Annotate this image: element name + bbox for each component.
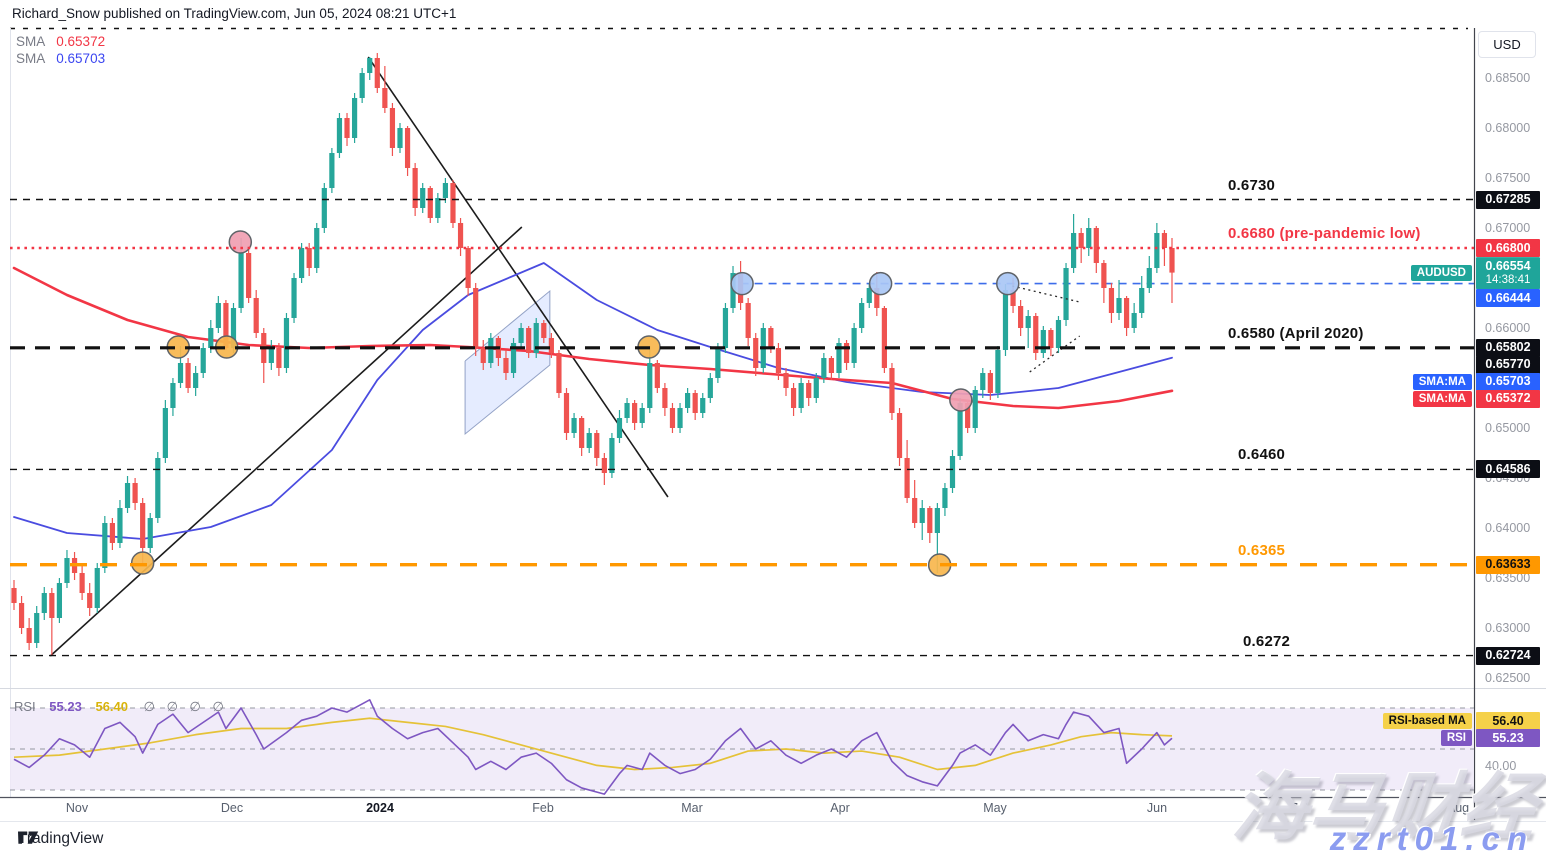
indicator-legend-sma-fast[interactable]: SMA 0.65372	[16, 34, 105, 49]
price-badge-value: 0.65703	[1485, 374, 1531, 389]
price-badge-value: 0.63633	[1485, 557, 1531, 572]
currency-toggle-button[interactable]: USD	[1478, 31, 1536, 58]
price-axis-tick: 0.63000	[1485, 621, 1531, 635]
price-axis-tick: 0.63500	[1485, 571, 1531, 585]
price-axis-tick: 0.65000	[1485, 421, 1531, 435]
rsi-legend-label: RSI	[14, 699, 36, 714]
sma-fast-value: 0.65372	[56, 34, 106, 49]
publish-attribution: Richard_Snow published on TradingView.co…	[12, 6, 457, 21]
rsi-axis-tick: 40.00	[1485, 759, 1517, 773]
price-badge-0.67285: 0.67285	[1476, 190, 1540, 209]
price-axis-tick: 0.68500	[1485, 71, 1531, 85]
price-badge-0.66554: 0.66554 14:38:41	[1476, 257, 1540, 289]
level-label: 0.6272	[1243, 632, 1291, 650]
rsi-badge-label-1: RSI	[1440, 730, 1472, 747]
axis-left-label-audusd: AUDUSD	[1410, 265, 1472, 281]
price-axis-tick: 0.64000	[1485, 521, 1531, 535]
price-axis-tick: 0.66000	[1485, 321, 1531, 335]
tradingview-logo[interactable]: TradingView	[18, 830, 103, 848]
price-badge-0.64586: 0.64586	[1476, 460, 1540, 479]
price-axis-tick: 0.68000	[1485, 121, 1531, 135]
tradingview-logo-icon	[18, 831, 39, 844]
price-badge-0.66800: 0.66800	[1476, 239, 1540, 257]
price-badge-value: 0.67285	[1485, 192, 1531, 206]
price-badge-value: 0.65802	[1485, 340, 1531, 355]
rsi-ma-legend-value: 56.40	[95, 699, 129, 714]
price-badge-value: 0.65770	[1485, 357, 1531, 372]
rsi-badge-label-0: RSI-based MA	[1382, 713, 1472, 730]
sma-slow-value: 0.65703	[56, 51, 106, 66]
price-badge-value: 0.66800	[1485, 240, 1531, 255]
rsi-legend[interactable]: RSI 55.23 56.40 ∅ ∅ ∅ ∅	[14, 699, 228, 715]
time-axis-label-apr[interactable]: Apr	[830, 801, 850, 815]
level-label: 0.6680 (pre-pandemic low)	[1228, 225, 1421, 242]
tradingview-logo-text: TradingView	[18, 830, 104, 847]
price-badge-value: 0.66554	[1485, 258, 1531, 273]
price-badge-0.65703: 0.65703	[1476, 372, 1540, 391]
price-badge-0.65802: 0.65802	[1476, 338, 1540, 357]
time-axis-label-jul[interactable]: Jul	[1292, 801, 1308, 815]
rsi-badge-56.40: 56.40	[1476, 712, 1540, 731]
axis-left-label-smama: SMA:MA	[1412, 373, 1472, 390]
time-axis-label-nov[interactable]: Nov	[65, 801, 89, 815]
price-badge-0.63633: 0.63633	[1476, 555, 1540, 574]
sma-slow-label: SMA	[16, 51, 45, 66]
price-axis-tick: 0.67000	[1485, 221, 1531, 235]
time-axis-label-may[interactable]: May	[983, 801, 1007, 815]
price-axis-tick: 0.62500	[1485, 671, 1531, 685]
time-axis-label-mar[interactable]: Mar	[681, 801, 703, 815]
level-label: 0.6365	[1238, 541, 1286, 559]
price-badge-0.62724: 0.62724	[1476, 646, 1540, 665]
level-label: 0.6460	[1238, 446, 1286, 464]
price-badge-value: 0.65372	[1485, 391, 1531, 406]
countdown-timer: 14:38:41	[1485, 273, 1531, 286]
price-badge-0.65770: 0.65770	[1476, 355, 1540, 374]
price-axis-tick: 0.67500	[1485, 171, 1531, 185]
rsi-legend-value: 55.23	[49, 699, 82, 714]
axis-left-label-smama: SMA:MA	[1412, 390, 1472, 407]
rsi-badge-55.23: 55.23	[1476, 729, 1540, 748]
price-badge-0.66444: 0.66444	[1476, 289, 1540, 307]
time-axis-label-jun[interactable]: Jun	[1146, 801, 1168, 815]
time-axis-label-feb[interactable]: Feb	[532, 801, 554, 815]
rsi-empty-values: ∅ ∅ ∅ ∅	[143, 699, 228, 714]
indicator-legend-sma-slow[interactable]: SMA 0.65703	[16, 51, 105, 66]
sma-fast-label: SMA	[16, 34, 45, 49]
price-badge-value: 0.64586	[1485, 461, 1531, 476]
price-badge-value: 0.62724	[1485, 648, 1531, 663]
time-axis-label-2024[interactable]: 2024	[366, 801, 394, 815]
price-badge-value: 0.66444	[1485, 290, 1531, 305]
time-axis-label-dec[interactable]: Dec	[220, 801, 244, 815]
level-label: 0.6730	[1228, 176, 1276, 194]
price-badge-0.65372: 0.65372	[1476, 389, 1540, 408]
watermark-url: zzrt01.cn	[1329, 820, 1534, 857]
time-axis-label-aug[interactable]: Aug	[1446, 801, 1470, 815]
level-label: 0.6580 (April 2020)	[1228, 324, 1364, 342]
